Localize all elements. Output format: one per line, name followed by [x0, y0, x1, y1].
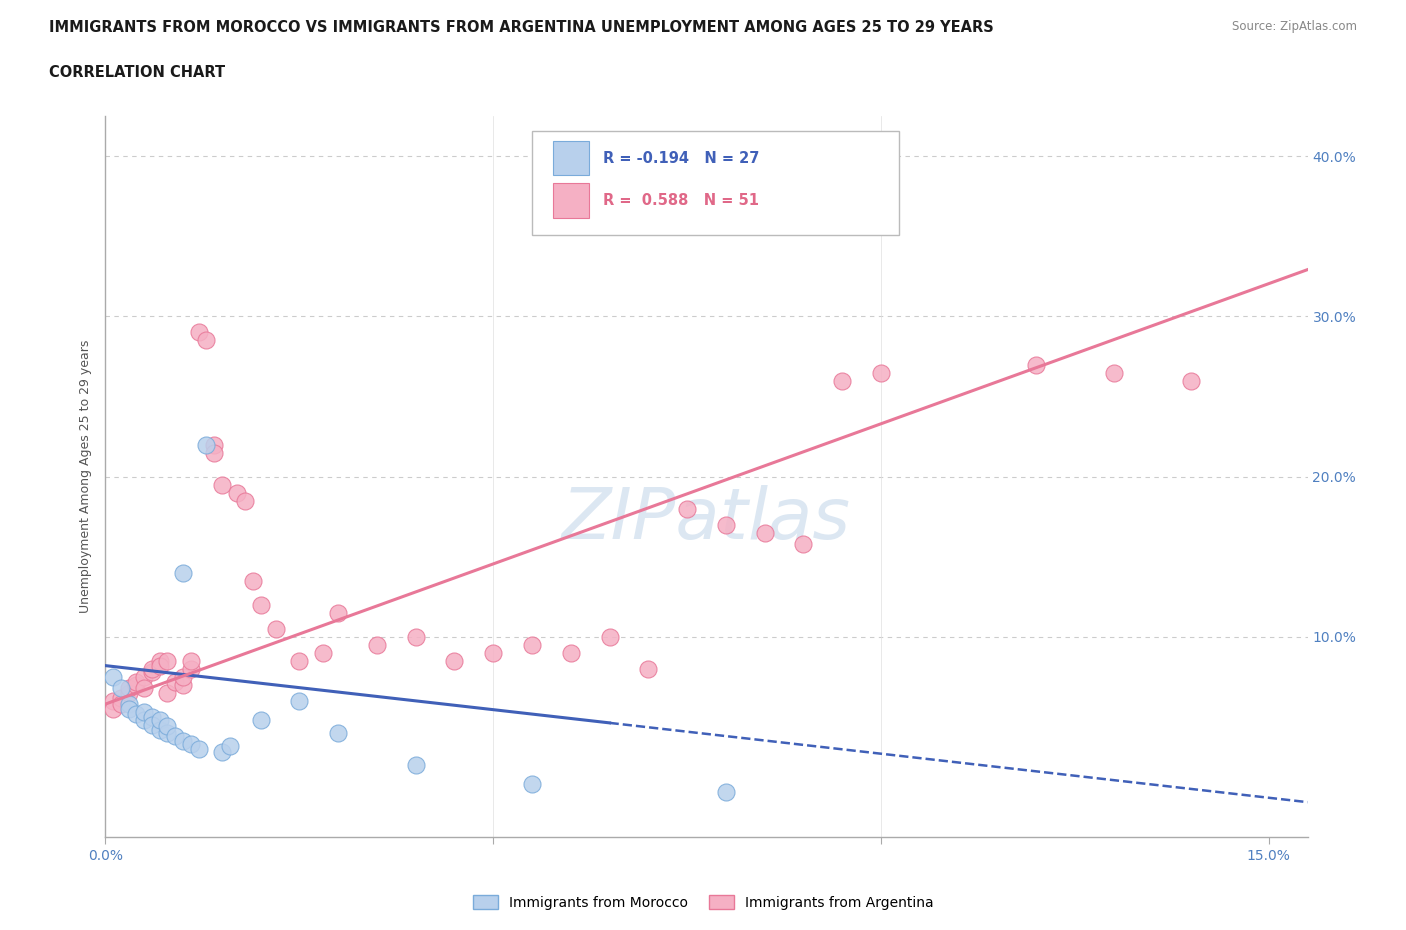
Point — [218, 738, 240, 753]
Point — [165, 674, 187, 689]
Point — [141, 665, 163, 680]
Point — [288, 654, 311, 669]
Point — [202, 437, 225, 452]
Point — [187, 326, 209, 340]
Point — [180, 654, 202, 669]
Text: R = -0.194   N = 27: R = -0.194 N = 27 — [603, 151, 759, 166]
Point — [156, 685, 179, 700]
Point — [156, 654, 179, 669]
Y-axis label: Unemployment Among Ages 25 to 29 years: Unemployment Among Ages 25 to 29 years — [79, 340, 93, 613]
Point — [326, 605, 349, 620]
Point — [118, 681, 141, 696]
Point — [637, 661, 659, 676]
Point — [149, 712, 172, 727]
Point — [211, 745, 233, 760]
Point — [226, 485, 249, 500]
Point — [264, 621, 287, 636]
Point — [180, 737, 202, 751]
Point — [676, 501, 699, 516]
Point — [110, 697, 132, 711]
Point — [141, 661, 163, 676]
Point — [156, 725, 179, 740]
Point — [326, 725, 349, 740]
Point — [172, 677, 194, 692]
Point — [172, 734, 194, 749]
Point — [288, 694, 311, 709]
Point — [405, 757, 427, 772]
Point — [134, 670, 156, 684]
Point — [125, 706, 148, 721]
Point — [249, 597, 271, 612]
Point — [195, 333, 218, 348]
Point — [149, 654, 172, 669]
Text: ZIPatlas: ZIPatlas — [562, 485, 851, 554]
Point — [482, 645, 505, 660]
Point — [520, 637, 543, 652]
Legend: Immigrants from Morocco, Immigrants from Argentina: Immigrants from Morocco, Immigrants from… — [467, 890, 939, 916]
Point — [134, 681, 156, 696]
Text: IMMIGRANTS FROM MOROCCO VS IMMIGRANTS FROM ARGENTINA UNEMPLOYMENT AMONG AGES 25 : IMMIGRANTS FROM MOROCCO VS IMMIGRANTS FR… — [49, 20, 994, 35]
Point — [405, 630, 427, 644]
Point — [1025, 357, 1047, 372]
Point — [103, 701, 125, 716]
Point — [165, 729, 187, 744]
Point — [103, 670, 125, 684]
Point — [560, 645, 582, 660]
Point — [125, 677, 148, 692]
Point — [1102, 365, 1125, 380]
Point — [831, 373, 853, 388]
Point — [134, 705, 156, 720]
Point — [141, 710, 163, 724]
FancyBboxPatch shape — [553, 140, 589, 176]
Point — [180, 661, 202, 676]
Point — [792, 537, 814, 551]
Point — [110, 681, 132, 696]
Point — [754, 525, 776, 540]
Point — [141, 717, 163, 732]
Point — [870, 365, 893, 380]
Text: Source: ZipAtlas.com: Source: ZipAtlas.com — [1232, 20, 1357, 33]
Point — [211, 477, 233, 492]
Point — [202, 445, 225, 460]
Text: R =  0.588   N = 51: R = 0.588 N = 51 — [603, 193, 759, 208]
FancyBboxPatch shape — [553, 183, 589, 218]
Point — [520, 777, 543, 791]
Point — [443, 654, 465, 669]
Point — [172, 565, 194, 580]
Point — [118, 697, 141, 711]
Point — [366, 637, 388, 652]
Point — [187, 741, 209, 756]
Point — [134, 712, 156, 727]
Point — [103, 694, 125, 709]
Point — [1180, 373, 1202, 388]
Point — [118, 685, 141, 700]
Point — [599, 630, 621, 644]
Point — [125, 674, 148, 689]
Point — [311, 645, 333, 660]
Point — [233, 493, 256, 508]
Point — [149, 723, 172, 737]
Point — [242, 573, 264, 588]
FancyBboxPatch shape — [533, 131, 898, 235]
Point — [156, 719, 179, 734]
Point — [714, 517, 737, 532]
Point — [149, 658, 172, 673]
Point — [195, 437, 218, 452]
Point — [714, 785, 737, 800]
Point — [118, 701, 141, 716]
Point — [172, 670, 194, 684]
Point — [110, 690, 132, 705]
Text: CORRELATION CHART: CORRELATION CHART — [49, 65, 225, 80]
Point — [249, 712, 271, 727]
